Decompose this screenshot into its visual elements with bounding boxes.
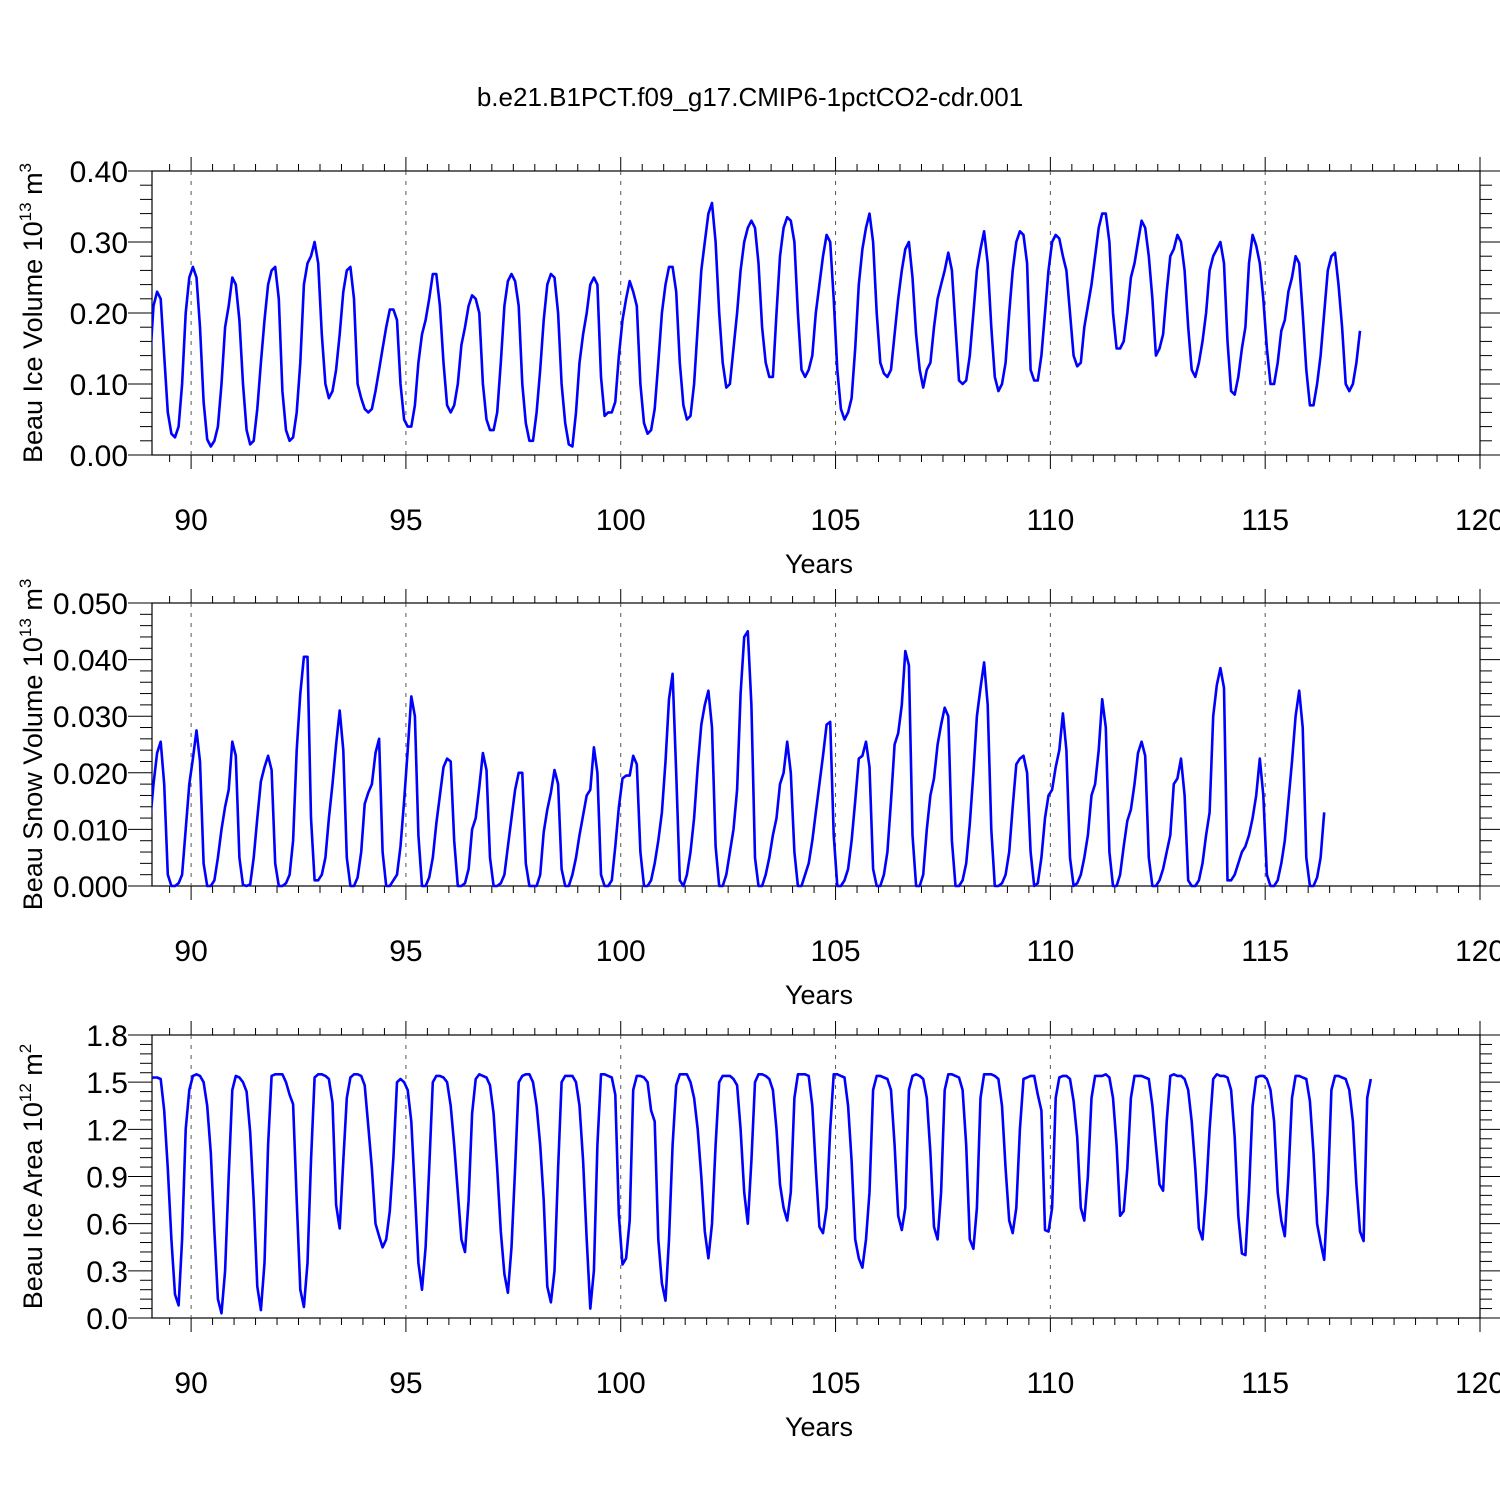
x-tick-label: 120	[1455, 1367, 1500, 1400]
x-tick-label: 95	[389, 504, 422, 537]
y-tick-label: 0.30	[70, 227, 128, 260]
y-tick-label: 1.2	[86, 1114, 128, 1147]
chart-title: b.e21.B1PCT.f09_g17.CMIP6-1pctCO2-cdr.00…	[477, 82, 1023, 112]
y-tick-label: 0.00	[70, 440, 128, 473]
x-tick-label: 100	[596, 1367, 646, 1400]
series-line	[152, 1073, 1373, 1315]
x-axis-title: Years	[785, 1412, 853, 1442]
x-tick-label: 105	[811, 1367, 861, 1400]
x-tick-label: 115	[1241, 504, 1289, 537]
y-axis-title-unit-exponent: 3	[16, 163, 35, 172]
ice-area-panel: 90 95 100 105 110 115 120 Years 0.0 0.3 0.6 0.9 1.2 1…	[16, 1020, 1500, 1442]
y-axis-title-exponent: 13	[16, 618, 35, 637]
x-axis-title: Years	[785, 980, 853, 1010]
snow-volume-panel: 90 95 100 105 110 115 120 Years 0.000 0.010 0.020 0…	[16, 579, 1500, 1010]
y-axis-title-unit: m	[18, 588, 48, 618]
y-axis-title: Beau Ice Volume 1013 m3	[16, 163, 48, 463]
x-tick-label: 90	[174, 935, 207, 968]
y-axis-title: Beau Snow Volume 1013 m3	[16, 579, 48, 911]
y-tick-label: 0.0	[86, 1303, 128, 1336]
y-tick-label: 0.030	[53, 701, 128, 734]
y-tick-label: 0.040	[53, 645, 128, 678]
plot-frame	[151, 602, 1481, 887]
y-tick-label: 0.20	[70, 298, 128, 331]
y-tick-label: 0.3	[86, 1256, 128, 1289]
x-tick-label: 120	[1455, 935, 1500, 968]
x-tick-label: 110	[1026, 935, 1074, 968]
y-tick-label: 1.8	[86, 1020, 128, 1053]
y-tick-label: 1.5	[86, 1067, 128, 1100]
x-tick-label: 110	[1026, 1367, 1074, 1400]
y-tick-label: 0.050	[53, 588, 128, 621]
x-axis-title: Years	[785, 549, 853, 579]
y-tick-label: 0.010	[53, 814, 128, 847]
x-tick-label: 95	[389, 935, 422, 968]
series-line	[152, 630, 1326, 888]
x-tick-label: 100	[596, 935, 646, 968]
x-tick-label: 100	[596, 504, 646, 537]
y-axis-title-main: Beau Snow Volume 10	[18, 637, 48, 910]
x-tick-label: 115	[1241, 1367, 1289, 1400]
y-axis-title-unit-exponent: 3	[16, 579, 35, 588]
x-tick-label: 90	[174, 1367, 207, 1400]
x-tick-label: 120	[1455, 504, 1500, 537]
x-tick-label: 95	[389, 1367, 422, 1400]
y-axis-title-unit: m	[18, 1053, 48, 1083]
x-tick-label: 105	[811, 935, 861, 968]
y-axis-title-unit: m	[18, 172, 48, 202]
ice-volume-panel: 90 95 100 105 110 115 120 Years 0.00 0.10 0.20 0.30…	[16, 156, 1500, 579]
x-tick-label: 115	[1241, 935, 1289, 968]
x-tick-label: 110	[1026, 504, 1074, 537]
x-tick-label: 105	[811, 504, 861, 537]
x-tick-label: 90	[174, 504, 207, 537]
y-axis-title: Beau Ice Area 1012 m2	[16, 1044, 48, 1310]
y-tick-label: 0.6	[86, 1209, 128, 1242]
y-axis-title-main: Beau Ice Area 10	[18, 1102, 48, 1309]
y-axis-title-unit-exponent: 2	[16, 1044, 35, 1053]
y-tick-label: 0.9	[86, 1162, 128, 1195]
y-tick-label: 0.40	[70, 156, 128, 189]
y-tick-label: 0.10	[70, 369, 128, 402]
y-axis-title-exponent: 12	[16, 1083, 35, 1102]
series-line	[152, 201, 1362, 448]
y-tick-label: 0.000	[53, 871, 128, 904]
y-tick-label: 0.020	[53, 758, 128, 791]
y-axis-title-exponent: 13	[16, 202, 35, 221]
y-axis-title-main: Beau Ice Volume 10	[18, 221, 48, 463]
